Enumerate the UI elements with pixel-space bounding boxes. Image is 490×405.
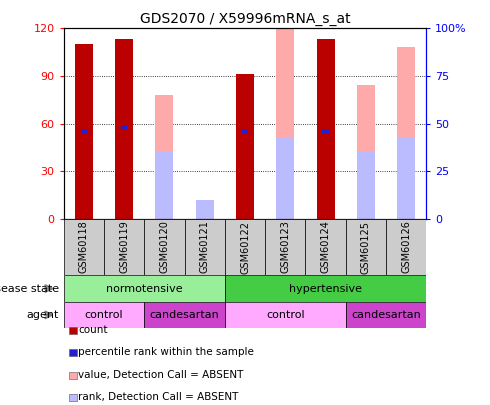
- Text: disease state: disease state: [0, 284, 59, 294]
- Text: normotensive: normotensive: [106, 284, 183, 294]
- Bar: [144, 219, 185, 275]
- Bar: [185, 219, 225, 275]
- Bar: [276, 0, 294, 219]
- Bar: [64, 275, 225, 302]
- Text: GSM60119: GSM60119: [119, 221, 129, 273]
- Bar: [242, 129, 248, 134]
- Bar: [155, 95, 173, 219]
- Text: GSM60126: GSM60126: [401, 221, 411, 273]
- Bar: [225, 219, 265, 275]
- Bar: [225, 275, 426, 302]
- Bar: [196, 200, 214, 219]
- Text: candesartan: candesartan: [149, 310, 220, 320]
- Bar: [115, 127, 133, 219]
- Text: GSM60125: GSM60125: [361, 221, 371, 273]
- Bar: [75, 44, 93, 219]
- Text: agent: agent: [26, 310, 59, 320]
- Title: GDS2070 / X59996mRNA_s_at: GDS2070 / X59996mRNA_s_at: [140, 12, 350, 26]
- Bar: [115, 39, 133, 219]
- Text: candesartan: candesartan: [351, 310, 421, 320]
- Bar: [75, 131, 93, 219]
- Text: rank, Detection Call = ABSENT: rank, Detection Call = ABSENT: [78, 392, 239, 402]
- Bar: [317, 39, 335, 219]
- Bar: [121, 125, 127, 130]
- Bar: [346, 219, 386, 275]
- Bar: [64, 219, 104, 275]
- Text: GSM60123: GSM60123: [280, 221, 290, 273]
- Bar: [386, 219, 426, 275]
- Bar: [236, 131, 254, 219]
- Text: control: control: [85, 310, 123, 320]
- Text: value, Detection Call = ABSENT: value, Detection Call = ABSENT: [78, 370, 244, 379]
- Text: GSM60124: GSM60124: [320, 221, 331, 273]
- Bar: [144, 302, 225, 328]
- Bar: [196, 209, 214, 219]
- Bar: [155, 152, 173, 219]
- Bar: [64, 302, 144, 328]
- Text: GSM60120: GSM60120: [159, 221, 170, 273]
- Bar: [397, 137, 415, 219]
- Bar: [276, 137, 294, 219]
- Bar: [81, 129, 87, 134]
- Bar: [317, 131, 335, 219]
- Text: count: count: [78, 325, 108, 335]
- Text: percentile rank within the sample: percentile rank within the sample: [78, 347, 254, 357]
- Bar: [305, 219, 346, 275]
- Text: GSM60122: GSM60122: [240, 221, 250, 273]
- Text: hypertensive: hypertensive: [289, 284, 362, 294]
- Bar: [236, 75, 254, 219]
- Bar: [225, 302, 346, 328]
- Bar: [357, 152, 375, 219]
- Bar: [104, 219, 144, 275]
- Text: control: control: [266, 310, 305, 320]
- Bar: [357, 85, 375, 219]
- Bar: [265, 219, 305, 275]
- Bar: [346, 302, 426, 328]
- Bar: [322, 129, 329, 134]
- Text: GSM60118: GSM60118: [79, 221, 89, 273]
- Bar: [397, 47, 415, 219]
- Text: GSM60121: GSM60121: [200, 221, 210, 273]
